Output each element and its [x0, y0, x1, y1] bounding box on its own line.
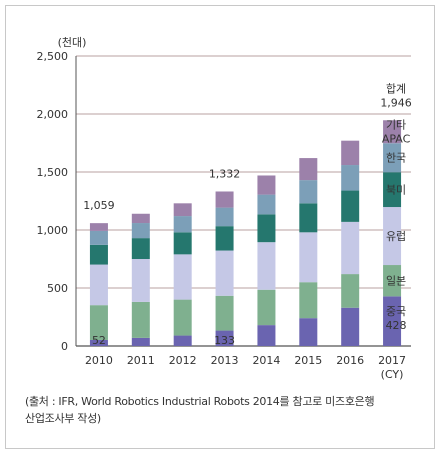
bar-segment-2015-5: [299, 158, 318, 181]
bar-segment-2013-3: [215, 226, 234, 251]
last-apac-label-2: APAC: [382, 133, 411, 146]
bar-segment-2013-2: [215, 250, 234, 296]
total-label-2010: 1,059: [83, 199, 115, 212]
last-china-value: 428: [386, 319, 407, 332]
bar-segment-2012-0: [173, 335, 192, 346]
unit-label: (천대): [58, 35, 87, 49]
stacked-bar-chart: 0 500 1,000 1,500 2,000 2,500(천대) 2010 2011 2012…: [37, 35, 412, 381]
china-value-label-2010: 52: [92, 334, 106, 347]
x-tick-label: 2017: [378, 354, 406, 367]
x-tick-label: 2013: [211, 354, 239, 367]
x-tick-label: 2012: [169, 354, 197, 367]
bar-segment-2017-3: [383, 172, 402, 208]
bar-segment-2015-3: [299, 203, 318, 233]
last-total-title: 합계: [386, 82, 406, 95]
bar-segment-2010-0: [89, 339, 108, 346]
bar-segment-2014-3: [257, 214, 276, 243]
bar-segment-2012-5: [173, 203, 192, 217]
bar-segment-2014-5: [257, 175, 276, 195]
bar-segment-2014-2: [257, 242, 276, 290]
y-tick-label: 0: [61, 340, 68, 353]
last-na-label: 북미: [386, 184, 406, 197]
x-tick-label: 2015: [294, 354, 322, 367]
bar-segment-2016-5: [341, 140, 360, 166]
bar-segment-2011-0: [131, 337, 150, 346]
x-tick-label: 2016: [336, 354, 364, 367]
y-tick-label: 1,500: [37, 166, 69, 179]
x-tick-label: 2011: [127, 354, 155, 367]
x-tick-label: 2010: [85, 354, 113, 367]
bar-segment-2010-2: [89, 264, 108, 306]
bar-segment-2016-2: [341, 221, 360, 275]
bar-segment-2010-3: [89, 244, 108, 265]
bar-segment-2011-1: [131, 301, 150, 338]
bar-segment-2015-0: [299, 318, 318, 346]
bar-segment-2017-0: [383, 296, 402, 346]
bar-segment-2017-5: [383, 120, 402, 144]
bar-segment-2015-2: [299, 232, 318, 283]
source-caption: (출처 : IFR, World Robotics Industrial Rob…: [25, 393, 425, 427]
bar-segment-2013-5: [215, 191, 234, 208]
last-apac-label-1: 기타: [386, 119, 406, 132]
last-china-label: 중국: [386, 305, 406, 318]
y-tick-label: 1,000: [37, 224, 69, 237]
bar-segment-2010-1: [89, 305, 108, 340]
y-tick-label: 500: [47, 282, 68, 295]
last-total-value: 1,946: [380, 96, 412, 109]
bar-segment-2016-3: [341, 190, 360, 222]
total-label-2013: 1,332: [209, 167, 241, 180]
x-unit-label: (CY): [381, 368, 404, 381]
last-japan-label: 일본: [386, 274, 406, 288]
bar-segment-2012-4: [173, 216, 192, 233]
bar-segment-2010-4: [89, 230, 108, 245]
bar-segment-2011-3: [131, 238, 150, 259]
bar-segment-2013-4: [215, 207, 234, 227]
bar-segment-2010-5: [89, 223, 108, 231]
bar-segment-2016-4: [341, 165, 360, 191]
x-tick-label: 2014: [252, 354, 280, 367]
bar-segment-2013-0: [215, 330, 234, 346]
bar-segment-2012-2: [173, 254, 192, 300]
bar-segment-2017-4: [383, 143, 402, 173]
caption-line-2: 산업조사부 작성): [25, 412, 101, 425]
bar-segment-2014-0: [257, 325, 276, 346]
bar-segment-2015-4: [299, 180, 318, 204]
bar-segment-2011-5: [131, 213, 150, 224]
y-tick-label: 2,500: [37, 50, 69, 63]
chart-frame: 0 500 1,000 1,500 2,000 2,500 (천대) 2010 2011 2012…: [5, 5, 435, 449]
bar-segment-2016-0: [341, 307, 360, 346]
bar-segment-2013-1: [215, 295, 234, 331]
bar-segment-2012-3: [173, 232, 192, 255]
last-europe-label: 유럽: [386, 229, 406, 243]
caption-line-1: (출처 : IFR, World Robotics Industrial Rob…: [25, 395, 375, 408]
bar-segment-2017-2: [383, 207, 402, 266]
bar-segment-2014-4: [257, 194, 276, 215]
bar-segment-2011-2: [131, 259, 150, 302]
bar-segment-2012-1: [173, 299, 192, 336]
bar-segment-2014-1: [257, 289, 276, 326]
bar-segment-2017-1: [383, 265, 402, 297]
bar-segment-2016-1: [341, 274, 360, 308]
china-value-label-2013: 133: [214, 334, 235, 347]
bar-segment-2015-1: [299, 282, 318, 319]
last-korea-label: 한국: [386, 152, 406, 165]
y-tick-label: 2,000: [37, 108, 69, 121]
bar-segment-2011-4: [131, 223, 150, 239]
